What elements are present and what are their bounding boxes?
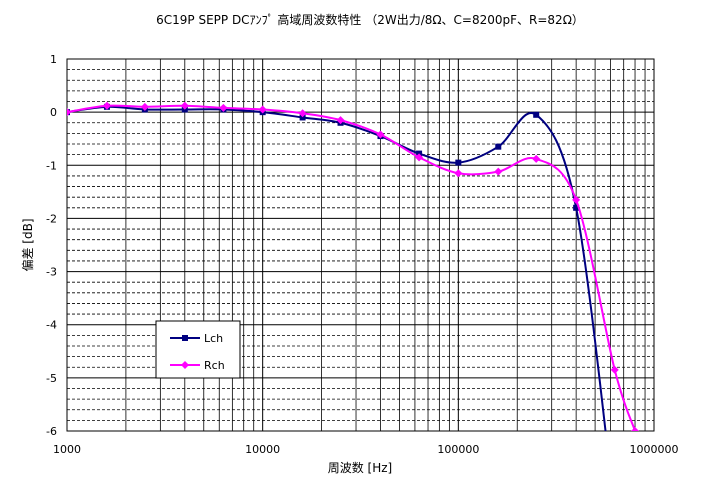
data-point-rch: [258, 105, 267, 114]
data-point-lch: [299, 114, 306, 121]
series-line-lch: [67, 105, 607, 431]
y-tick-label: -6: [46, 425, 57, 438]
series-rch: [67, 101, 640, 431]
data-point-rch: [140, 102, 149, 111]
y-tick-label: 1: [50, 53, 57, 66]
data-point-rch: [67, 108, 71, 117]
x-tick-label: 100000: [437, 443, 479, 456]
x-tick-label: 1000000: [630, 443, 679, 456]
legend: Lch Rch: [155, 320, 241, 379]
legend-box: [155, 320, 241, 379]
y-tick-labels: 1 0 -1 -2 -3 -4 -5 -6: [46, 53, 57, 438]
data-point-rch: [336, 116, 345, 125]
data-point-rch: [532, 154, 541, 163]
x-tick-label: 1000: [53, 443, 81, 456]
data-point-rch: [454, 169, 463, 178]
data-point-rch: [572, 195, 581, 204]
data-point-rch: [102, 101, 111, 110]
x-tick-label: 10000: [245, 443, 280, 456]
legend-marker: [181, 361, 189, 369]
legend-marker: [182, 335, 188, 341]
chart-title: 6C19P SEPP DCｱﾝﾌﾟ 高域周波数特性 （2W出力/8Ω、C=820…: [156, 12, 584, 27]
legend-entry-lch: Lch: [170, 332, 223, 345]
data-point-rch: [494, 167, 503, 176]
y-tick-label: -5: [46, 372, 57, 385]
data-point-rch: [415, 153, 424, 162]
y-tick-label: -3: [46, 266, 57, 279]
data-point-lch: [455, 159, 462, 166]
y-axis-label: 偏差 [dB]: [20, 218, 35, 271]
y-tick-label: 0: [50, 106, 57, 119]
y-tick-label: -4: [46, 319, 57, 332]
plot-border: [66, 58, 655, 432]
legend-label: Lch: [204, 332, 223, 345]
data-point-rch: [219, 103, 228, 112]
legend-entry-rch: Rch: [170, 359, 225, 372]
y-tick-label: -2: [46, 212, 57, 225]
data-point-rch: [180, 101, 189, 110]
series-layer: [67, 101, 640, 431]
data-point-rch: [298, 109, 307, 118]
data-point-lch: [533, 111, 540, 118]
legend-label: Rch: [204, 359, 225, 372]
data-point-lch: [573, 204, 580, 211]
x-axis-label: 周波数 [Hz]: [328, 460, 393, 475]
x-tick-labels: 1000 10000 100000 1000000: [53, 443, 679, 456]
data-point-rch: [631, 427, 640, 431]
data-point-rch: [376, 130, 385, 139]
plot-area: [67, 59, 654, 431]
data-point-lch: [495, 143, 502, 150]
data-point-rch: [610, 365, 619, 374]
y-tick-label: -1: [46, 159, 57, 172]
